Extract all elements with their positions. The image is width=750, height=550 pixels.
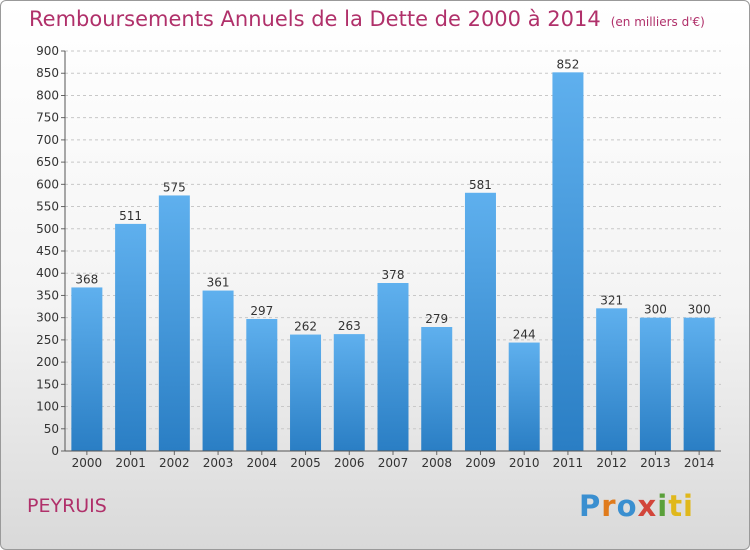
bar-2013 xyxy=(639,317,671,451)
data-label-2013: 300 xyxy=(644,303,667,317)
bar-2007 xyxy=(377,283,409,451)
data-label-2011: 852 xyxy=(556,57,579,71)
bar-2008 xyxy=(421,327,453,451)
x-tick-label-2000: 2000 xyxy=(72,456,103,470)
bar-2009 xyxy=(464,192,496,451)
bar-2003 xyxy=(202,290,234,451)
x-tick-label-2013: 2013 xyxy=(640,456,671,470)
bar-2002 xyxy=(158,195,190,451)
y-tick-label: 50 xyxy=(44,422,59,436)
proxiti-logo: Proxiti xyxy=(579,489,694,523)
x-tick-label-2014: 2014 xyxy=(684,456,715,470)
data-label-2002: 575 xyxy=(163,180,186,194)
x-tick-label-2011: 2011 xyxy=(553,456,584,470)
x-axis-ticks: 2000 2001 2002 2003 2004 2005 2006 2007 2008 2009… xyxy=(72,451,715,470)
data-label-2003: 361 xyxy=(207,276,230,290)
y-tick-label: 200 xyxy=(36,355,59,369)
data-label-2010: 244 xyxy=(513,328,536,342)
x-tick-label-2007: 2007 xyxy=(378,456,409,470)
x-tick-label-2008: 2008 xyxy=(421,456,452,470)
bar-2005 xyxy=(290,334,322,451)
x-tick-label-2010: 2010 xyxy=(509,456,540,470)
y-tick-label: 700 xyxy=(36,133,59,147)
x-tick-label-2002: 2002 xyxy=(159,456,190,470)
y-axis-ticks: 0 50 100 150 200 250 300 350 400 450 500 550 600 650 7… xyxy=(36,44,65,458)
y-tick-label: 500 xyxy=(36,222,59,236)
commune-name: PEYRUIS xyxy=(27,495,107,517)
data-label-2014: 300 xyxy=(688,303,711,317)
y-tick-label: 350 xyxy=(36,288,59,302)
bar-2004 xyxy=(246,319,278,451)
x-tick-label-2001: 2001 xyxy=(115,456,146,470)
bar-2000 xyxy=(71,287,103,451)
data-label-2006: 263 xyxy=(338,319,361,333)
y-tick-label: 250 xyxy=(36,333,59,347)
y-tick-label: 650 xyxy=(36,155,59,169)
y-tick-label: 450 xyxy=(36,244,59,258)
y-tick-label: 400 xyxy=(36,266,59,280)
y-tick-label: 150 xyxy=(36,377,59,391)
chart-subtitle: (en milliers d'€) xyxy=(610,15,705,29)
y-tick-label: 850 xyxy=(36,66,59,80)
chart-title: Remboursements Annuels de la Dette de 20… xyxy=(29,7,705,31)
y-tick-label: 100 xyxy=(36,400,59,414)
bar-2014 xyxy=(683,317,715,451)
data-labels: 368 511 575 361 297 262 263 378 279 581 244 852 321 3… xyxy=(75,57,710,341)
x-tick-label-2009: 2009 xyxy=(465,456,496,470)
bars xyxy=(71,72,715,451)
y-tick-label: 900 xyxy=(36,44,59,58)
bar-2010 xyxy=(508,342,540,451)
y-tick-label: 600 xyxy=(36,177,59,191)
x-tick-label-2006: 2006 xyxy=(334,456,365,470)
x-tick-label-2003: 2003 xyxy=(203,456,234,470)
data-label-2004: 297 xyxy=(250,304,273,318)
bar-2001 xyxy=(115,223,147,451)
chart-title-text: Remboursements Annuels de la Dette de 20… xyxy=(29,7,601,31)
y-tick-label: 750 xyxy=(36,111,59,125)
bar-2006 xyxy=(333,334,365,451)
data-label-2008: 279 xyxy=(425,312,448,326)
y-tick-label: 300 xyxy=(36,311,59,325)
x-tick-label-2005: 2005 xyxy=(290,456,321,470)
x-tick-label-2012: 2012 xyxy=(596,456,627,470)
y-tick-label: 800 xyxy=(36,88,59,102)
data-label-2007: 378 xyxy=(382,268,405,282)
x-tick-label-2004: 2004 xyxy=(247,456,278,470)
data-label-2009: 581 xyxy=(469,178,492,192)
data-label-2001: 511 xyxy=(119,209,142,223)
bar-2012 xyxy=(596,308,628,451)
data-label-2000: 368 xyxy=(75,272,98,286)
y-tick-label: 550 xyxy=(36,200,59,214)
y-tick-label: 0 xyxy=(51,444,59,458)
data-label-2005: 262 xyxy=(294,320,317,334)
data-label-2012: 321 xyxy=(600,293,623,307)
bar-2011 xyxy=(552,72,584,451)
